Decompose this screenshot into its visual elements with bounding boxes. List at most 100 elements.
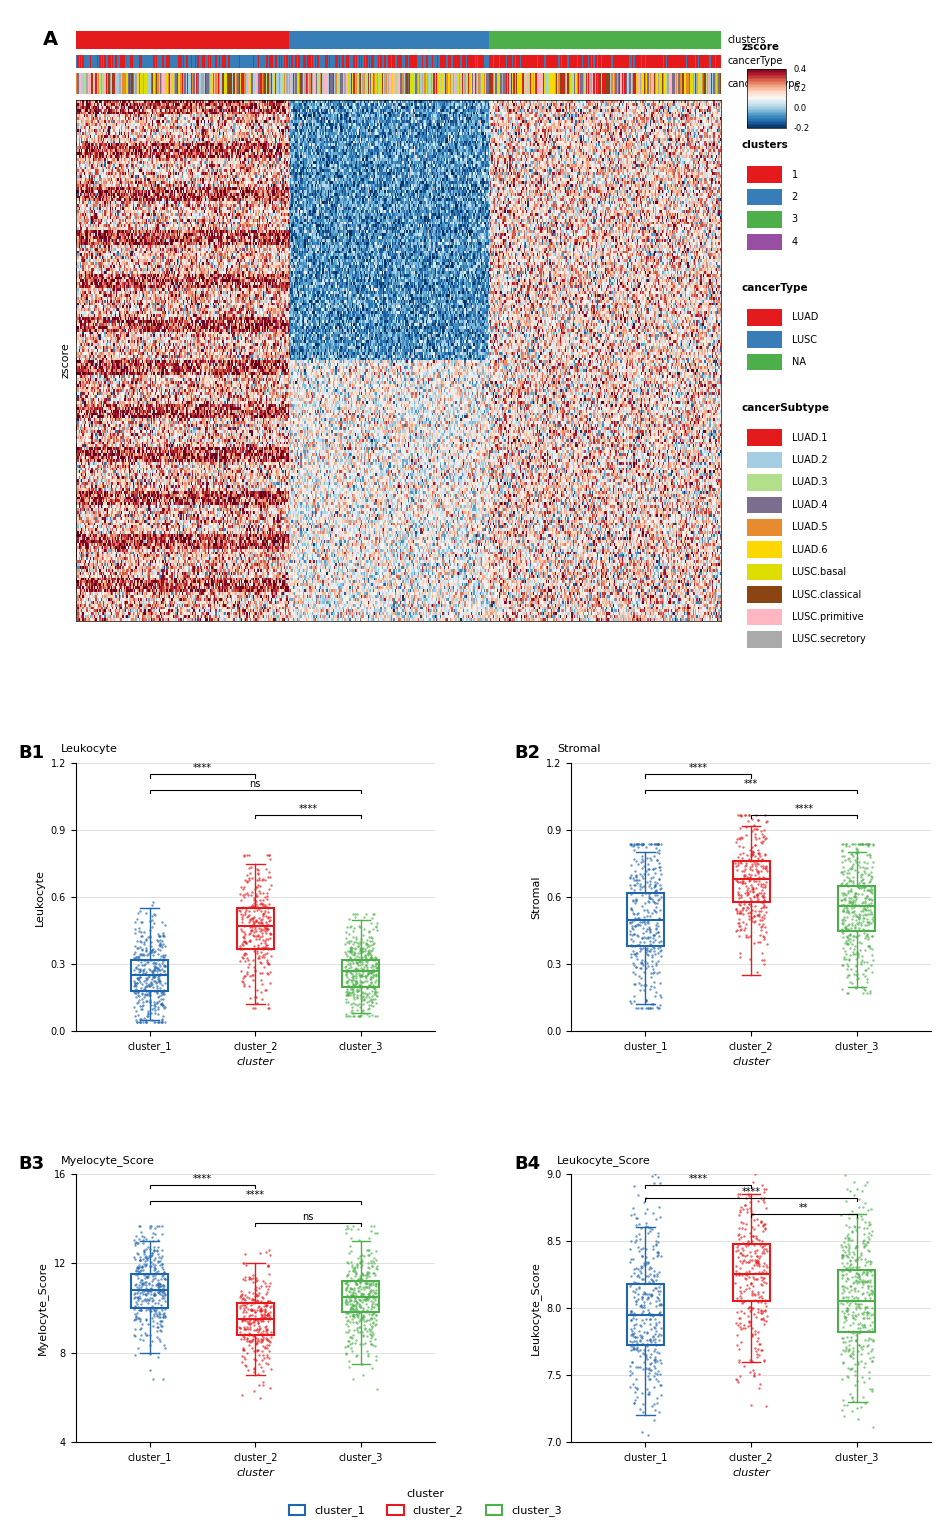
Point bbox=[237, 844, 252, 868]
Point bbox=[345, 976, 360, 1000]
Point bbox=[852, 1335, 868, 1359]
Point bbox=[126, 1307, 142, 1332]
Point bbox=[146, 957, 161, 982]
Point bbox=[626, 1316, 641, 1341]
Point bbox=[237, 1264, 252, 1289]
Point bbox=[750, 904, 766, 928]
Point bbox=[631, 933, 646, 957]
Point bbox=[836, 1157, 851, 1181]
Point bbox=[153, 1275, 168, 1299]
Point bbox=[752, 1186, 767, 1210]
Point bbox=[646, 1315, 661, 1339]
Point bbox=[628, 864, 643, 888]
Point bbox=[157, 977, 172, 1002]
Point bbox=[350, 979, 365, 1003]
Point bbox=[357, 1262, 372, 1287]
Point bbox=[368, 916, 383, 940]
Point bbox=[740, 867, 755, 891]
Point bbox=[854, 1232, 869, 1256]
Point bbox=[645, 1236, 660, 1261]
Point bbox=[850, 839, 865, 864]
Point bbox=[143, 1213, 158, 1238]
Point bbox=[839, 931, 854, 956]
Point bbox=[149, 1295, 164, 1319]
Point bbox=[253, 940, 268, 965]
Point bbox=[623, 1309, 638, 1333]
Point bbox=[137, 1272, 152, 1296]
Point bbox=[150, 969, 165, 994]
Point bbox=[756, 1307, 771, 1332]
Bar bbox=[746, 308, 781, 325]
Point bbox=[344, 940, 359, 965]
Point bbox=[237, 940, 252, 965]
Y-axis label: Leukocyte_Score: Leukocyte_Score bbox=[530, 1261, 540, 1355]
Point bbox=[240, 948, 255, 973]
Point bbox=[346, 916, 362, 940]
Point bbox=[648, 873, 663, 897]
Point bbox=[253, 908, 268, 933]
Point bbox=[246, 934, 261, 959]
Point bbox=[649, 831, 665, 856]
Point bbox=[364, 960, 379, 985]
Point bbox=[743, 874, 758, 899]
Point bbox=[863, 953, 878, 977]
Point bbox=[245, 1292, 261, 1316]
Point bbox=[635, 1312, 650, 1336]
Point bbox=[837, 1298, 852, 1322]
Point bbox=[150, 956, 165, 980]
Point bbox=[242, 930, 257, 954]
Point bbox=[362, 954, 378, 979]
Point bbox=[141, 1246, 156, 1270]
Point bbox=[739, 1243, 754, 1267]
Point bbox=[135, 1272, 150, 1296]
Point bbox=[645, 960, 660, 985]
Point bbox=[635, 1236, 650, 1261]
Point bbox=[258, 914, 273, 939]
Point bbox=[361, 933, 376, 957]
Point bbox=[841, 868, 856, 893]
Point bbox=[152, 1318, 167, 1342]
Point bbox=[647, 1336, 662, 1361]
Point bbox=[134, 1289, 149, 1313]
Point bbox=[753, 1307, 768, 1332]
Point bbox=[858, 1279, 873, 1304]
Point bbox=[360, 969, 375, 994]
Point bbox=[129, 1275, 144, 1299]
Point bbox=[634, 1358, 649, 1382]
Point bbox=[354, 1290, 369, 1315]
Point bbox=[628, 1213, 643, 1238]
Point bbox=[242, 899, 257, 923]
Point bbox=[633, 910, 649, 934]
Point bbox=[348, 1295, 363, 1319]
Point bbox=[834, 888, 849, 913]
Point bbox=[834, 1325, 849, 1350]
Point bbox=[839, 925, 854, 950]
Point bbox=[245, 1266, 261, 1290]
Point bbox=[623, 1322, 638, 1347]
Point bbox=[261, 1307, 277, 1332]
Point bbox=[346, 1282, 361, 1307]
Point bbox=[648, 1313, 663, 1338]
Point bbox=[741, 804, 756, 828]
Point bbox=[253, 1330, 268, 1355]
Point bbox=[850, 1269, 865, 1293]
Point bbox=[146, 992, 161, 1017]
Point bbox=[850, 1407, 865, 1431]
Point bbox=[758, 825, 773, 850]
Point bbox=[734, 841, 750, 865]
Point bbox=[840, 1246, 855, 1270]
Bar bbox=[746, 331, 781, 348]
Point bbox=[843, 916, 858, 940]
Point bbox=[251, 868, 266, 893]
Point bbox=[835, 893, 851, 917]
Point bbox=[628, 954, 643, 979]
Point bbox=[637, 919, 652, 943]
Point bbox=[640, 862, 655, 887]
Point bbox=[246, 956, 261, 980]
Point bbox=[752, 890, 767, 914]
Point bbox=[345, 1295, 360, 1319]
Point bbox=[744, 1322, 759, 1347]
Point bbox=[258, 1299, 273, 1324]
Point bbox=[850, 893, 865, 917]
Point bbox=[151, 1289, 166, 1313]
